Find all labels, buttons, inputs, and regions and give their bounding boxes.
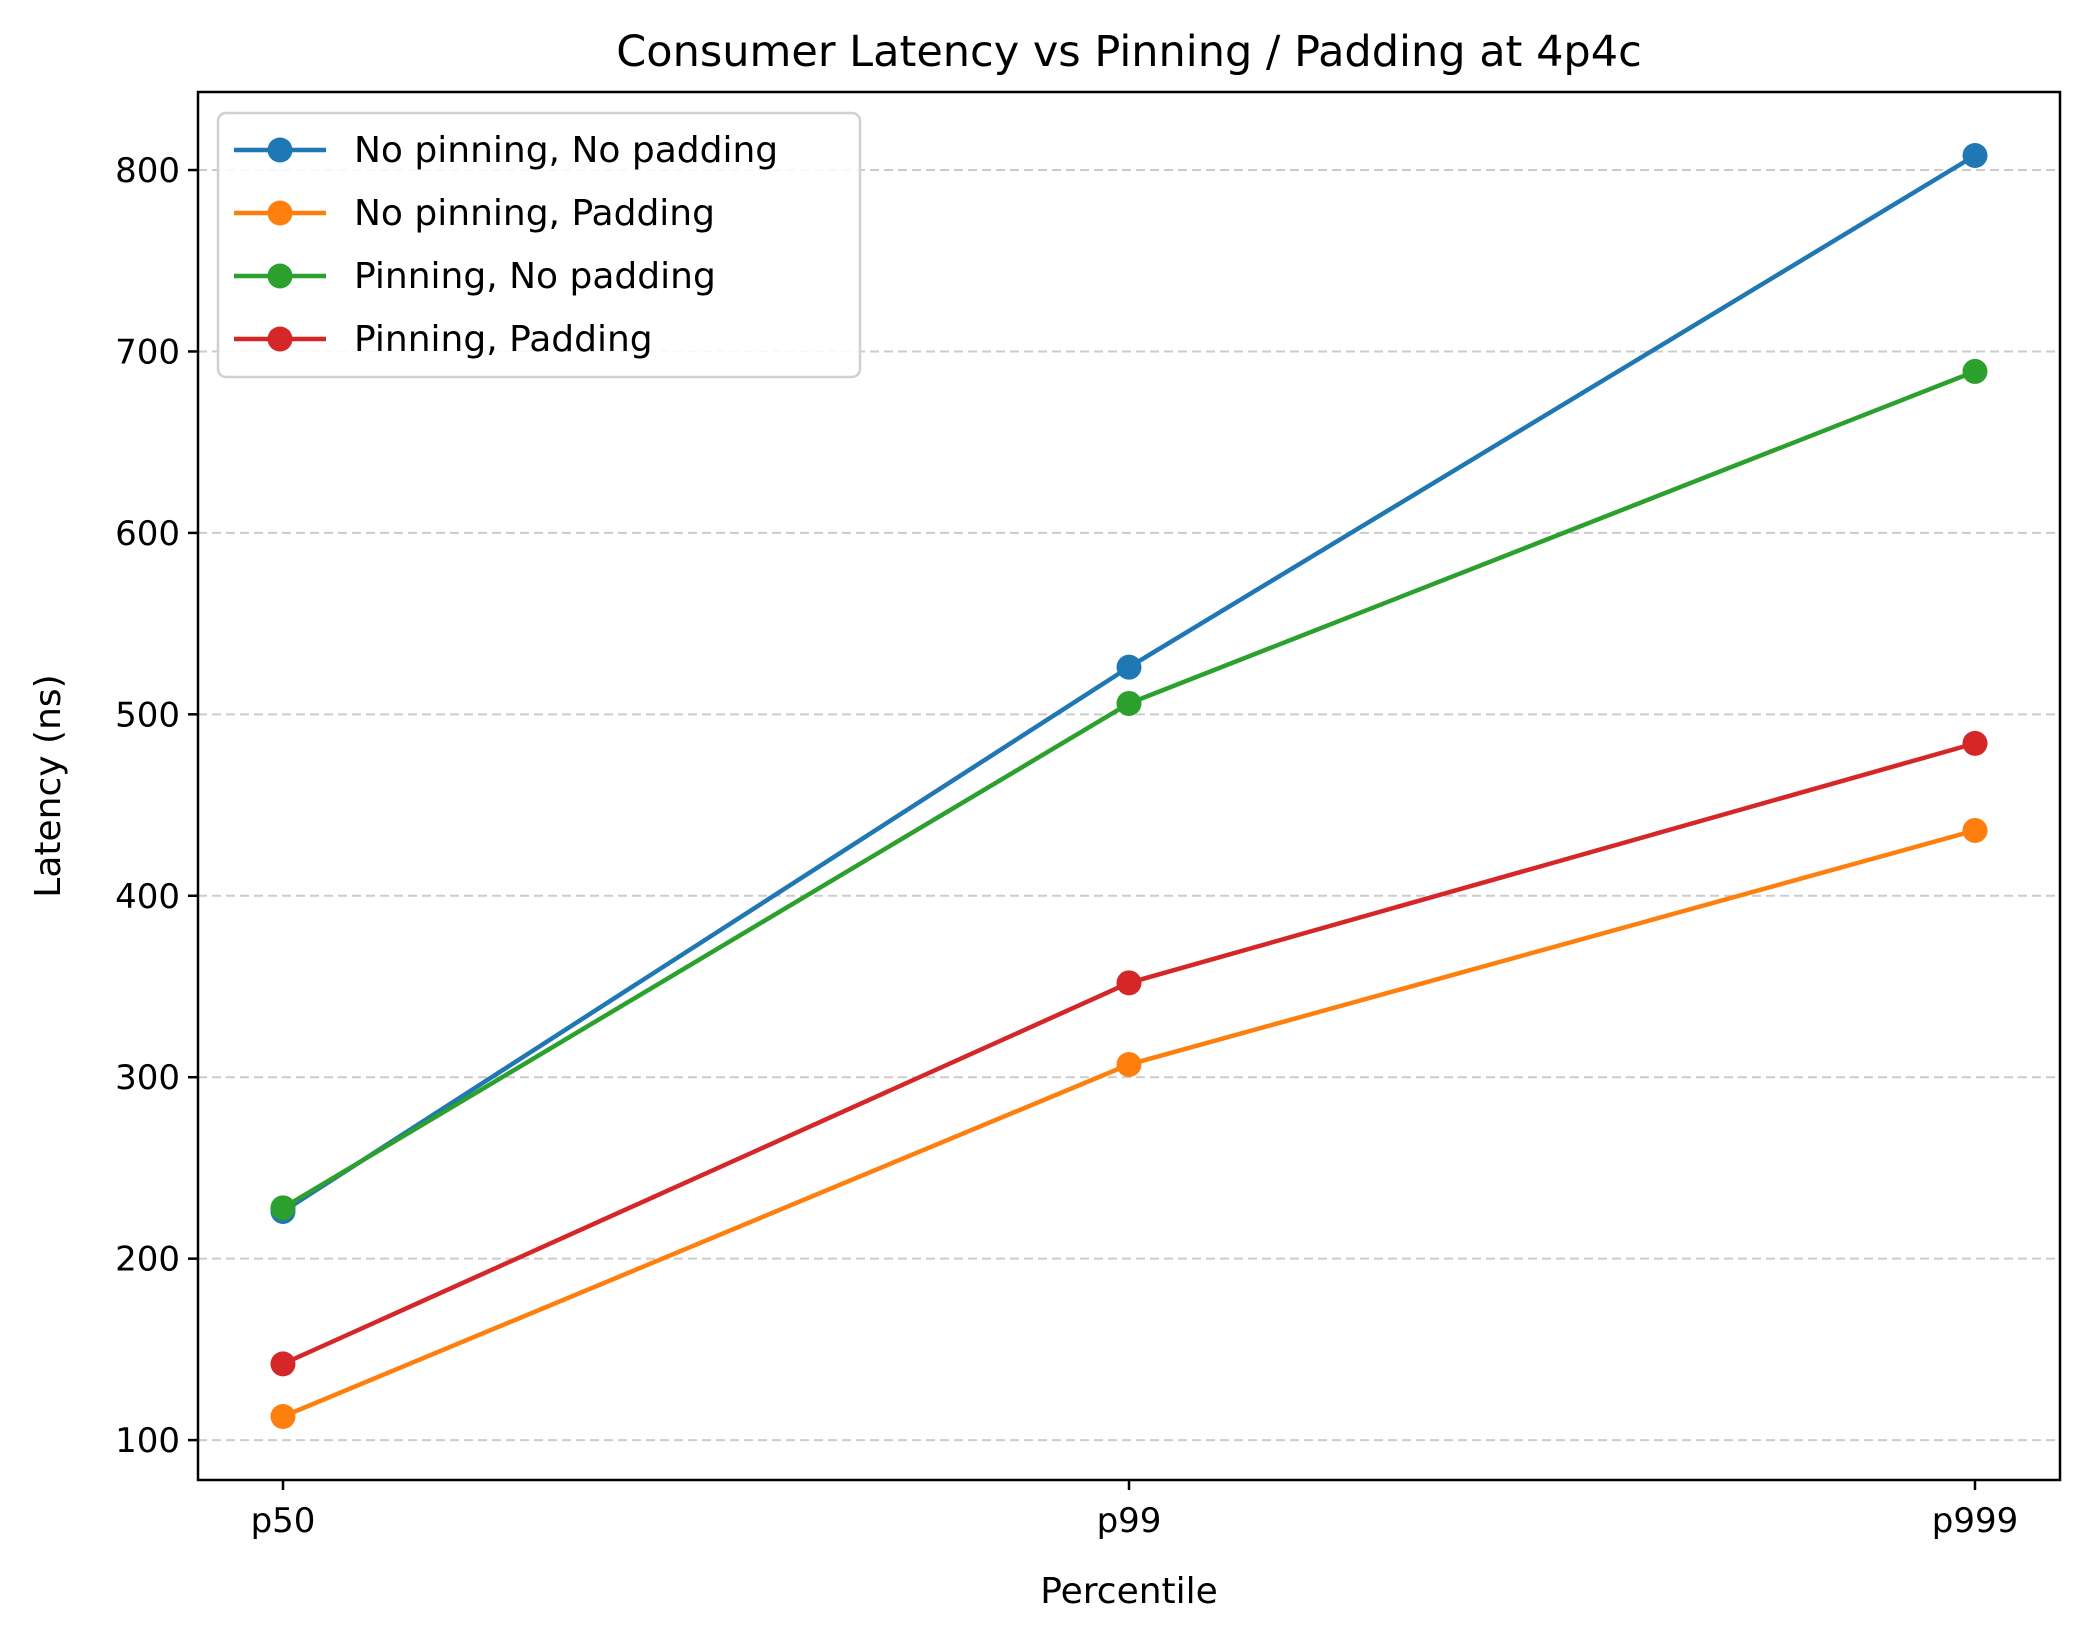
data-point [1962,817,1988,843]
data-point [1116,970,1142,996]
y-axis-ticks: 100 200 300 400 500 600 700 800 [115,151,198,1461]
series-3 [270,358,1988,1221]
y-tick-label: 600 [115,514,180,554]
x-axis-label: Percentile [1040,1571,1218,1612]
x-tick-label: p99 [1097,1501,1162,1541]
series-4 [270,730,1988,1377]
legend-marker [267,263,293,289]
x-tick-label: p50 [251,1501,316,1541]
data-point [1116,654,1142,680]
data-point [270,1195,296,1221]
legend-marker [267,137,293,163]
data-point [270,1403,296,1429]
legend-label: No pinning, No padding [354,130,778,171]
y-tick-label: 300 [115,1058,180,1098]
legend-item: Pinning, No padding [234,256,716,297]
data-point [1962,143,1988,169]
x-tick-label: p999 [1932,1501,2018,1541]
y-tick-label: 700 [115,332,180,372]
series-2 [270,817,1988,1429]
y-tick-label: 400 [115,877,180,917]
y-axis-label: Latency (ns) [28,674,69,897]
data-point [270,1351,296,1377]
legend-item: No pinning, No padding [234,130,778,171]
legend: No pinning, No padding No pinning, Paddin… [216,111,862,379]
legend-marker [267,200,293,226]
legend-item: No pinning, Padding [234,193,715,234]
y-tick-label: 800 [115,151,180,191]
chart-title: Consumer Latency vs Pinning / Padding at… [616,27,1641,77]
y-tick-label: 500 [115,695,180,735]
data-point [1962,358,1988,384]
data-point [1116,1052,1142,1078]
y-tick-label: 100 [115,1421,180,1461]
data-point [1962,730,1988,756]
legend-label: Pinning, Padding [354,319,653,360]
legend-label: No pinning, Padding [354,193,715,234]
data-point [1116,690,1142,716]
legend-box [216,111,862,379]
legend-marker [267,326,293,352]
legend-item: Pinning, Padding [234,319,653,360]
series-layer [270,143,1988,1429]
legend-label: Pinning, No padding [354,256,716,297]
x-axis-ticks: p50 p99 p999 [251,1480,2018,1541]
y-tick-label: 200 [115,1240,180,1280]
